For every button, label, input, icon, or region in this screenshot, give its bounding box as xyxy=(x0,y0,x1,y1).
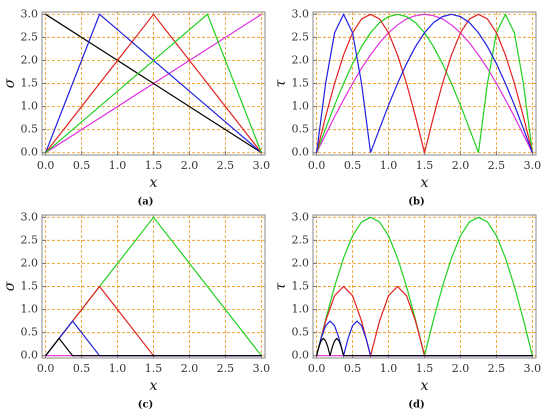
y-tick-label: 1.0 xyxy=(21,303,39,316)
y-tick-label: 1.0 xyxy=(292,100,310,113)
y-tick-label: 2.5 xyxy=(21,30,39,43)
y-tick-label: 3.0 xyxy=(292,7,310,20)
x-tick-label: 2.5 xyxy=(488,362,506,375)
x-tick-label: 1.0 xyxy=(380,362,398,375)
x-tick-label: 3.0 xyxy=(524,159,542,172)
x-tick-label: 1.5 xyxy=(416,159,434,172)
y-tick-label: 2.0 xyxy=(21,53,39,66)
y-tick-label: 0.5 xyxy=(21,123,39,136)
y-tick-label: 1.0 xyxy=(21,100,39,113)
data-line xyxy=(45,13,262,154)
y-tick-label: 0.0 xyxy=(292,349,310,362)
y-axis-label: σ xyxy=(2,78,18,88)
x-tick-label: 2.0 xyxy=(452,362,470,375)
y-tick-label: 2.0 xyxy=(292,256,310,269)
y-tick-label: 1.0 xyxy=(292,303,310,316)
x-tick-label: 0.0 xyxy=(37,362,55,375)
data-line xyxy=(316,337,533,357)
x-tick-label: 1.5 xyxy=(145,159,163,172)
x-tick-label: 2.0 xyxy=(452,159,470,172)
x-tick-label: 2.0 xyxy=(181,362,199,375)
x-axis-label: x xyxy=(150,378,158,394)
x-tick-label: 1.0 xyxy=(109,362,127,375)
x-tick-label: 1.0 xyxy=(109,159,127,172)
caption: (c) xyxy=(138,400,154,410)
y-tick-label: 3.0 xyxy=(21,7,39,20)
x-tick-label: 0.5 xyxy=(73,159,91,172)
y-tick-label: 1.5 xyxy=(21,280,39,293)
x-tick-label: 3.0 xyxy=(524,362,542,375)
x-tick-label: 0.0 xyxy=(37,159,55,172)
data-line xyxy=(316,13,533,153)
x-tick-label: 0.0 xyxy=(308,362,326,375)
x-tick-label: 3.0 xyxy=(253,362,271,375)
plot-frame xyxy=(41,214,266,359)
y-tick-label: 2.5 xyxy=(21,233,39,246)
x-tick-label: 2.5 xyxy=(217,159,235,172)
x-tick-label: 0.5 xyxy=(344,362,362,375)
y-tick-label: 0.5 xyxy=(21,326,39,339)
plot-frame xyxy=(41,11,266,156)
x-tick-label: 0.0 xyxy=(308,159,326,172)
plot-frame xyxy=(312,214,537,359)
x-tick-label: 1.5 xyxy=(145,362,163,375)
y-axis-label: τ xyxy=(273,282,289,290)
data-line xyxy=(316,12,533,153)
x-axis-label: x xyxy=(421,378,429,394)
x-tick-label: 1.5 xyxy=(416,362,434,375)
y-tick-label: 0.0 xyxy=(21,146,39,159)
x-axis-label: x xyxy=(421,175,429,191)
y-tick-label: 3.0 xyxy=(292,210,310,223)
x-tick-label: 2.5 xyxy=(217,362,235,375)
caption: (d) xyxy=(408,400,424,410)
y-axis-label: σ xyxy=(2,281,18,291)
x-tick-label: 1.0 xyxy=(380,159,398,172)
x-axis-label: x xyxy=(150,175,158,191)
plot-frame xyxy=(312,11,537,156)
y-tick-label: 0.0 xyxy=(21,349,39,362)
y-tick-label: 0.5 xyxy=(292,123,310,136)
data-line xyxy=(45,337,262,357)
caption: (a) xyxy=(138,197,154,208)
x-tick-label: 2.0 xyxy=(181,159,199,172)
y-tick-label: 1.5 xyxy=(292,280,310,293)
y-tick-label: 1.5 xyxy=(21,77,39,90)
x-tick-label: 0.5 xyxy=(73,362,91,375)
y-tick-label: 1.5 xyxy=(292,77,310,90)
y-axis-label: τ xyxy=(273,79,289,87)
data-line xyxy=(316,320,533,359)
x-tick-label: 3.0 xyxy=(253,159,271,172)
data-line xyxy=(45,13,262,154)
y-tick-label: 3.0 xyxy=(21,210,39,223)
y-tick-label: 0.5 xyxy=(292,326,310,339)
y-tick-label: 0.0 xyxy=(292,146,310,159)
x-tick-label: 0.5 xyxy=(344,159,362,172)
x-tick-label: 2.5 xyxy=(488,159,506,172)
caption: (b) xyxy=(408,197,424,208)
data-line xyxy=(45,13,262,154)
y-tick-label: 2.0 xyxy=(21,256,39,269)
y-tick-label: 2.0 xyxy=(292,53,310,66)
y-tick-label: 2.5 xyxy=(292,30,310,43)
y-tick-label: 2.5 xyxy=(292,233,310,246)
